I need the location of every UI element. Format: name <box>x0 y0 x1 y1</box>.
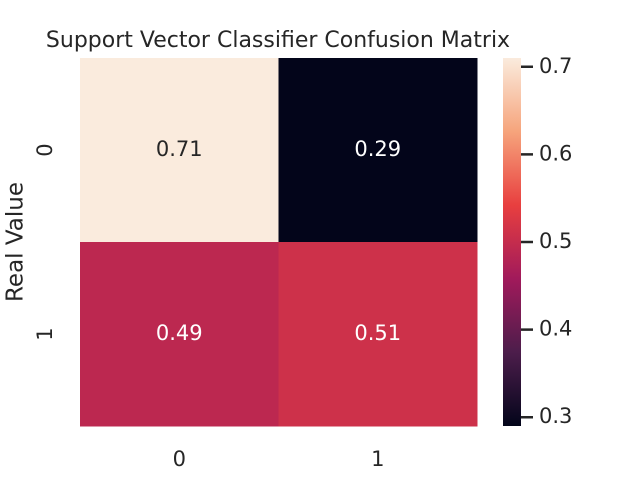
cell-value-label: 0.29 <box>354 137 401 161</box>
heatmap-cell <box>278 58 478 243</box>
x-tick-label: 0 <box>173 447 186 471</box>
colorbar-tick-label: 0.5 <box>539 229 572 253</box>
colorbar-tick-label: 0.6 <box>539 141 572 165</box>
heatmap-cell <box>80 242 279 427</box>
heatmap-cell <box>80 58 279 243</box>
chart-title: Support Vector Classifier Confusion Matr… <box>46 28 510 53</box>
cell-value-label: 0.49 <box>156 321 203 345</box>
colorbar <box>503 58 521 426</box>
colorbar-tick-label: 0.3 <box>539 404 572 428</box>
colorbar-tick-label: 0.4 <box>539 317 572 341</box>
cell-value-label: 0.71 <box>156 137 203 161</box>
y-tick-label: 1 <box>33 327 57 340</box>
x-tick-label: 1 <box>371 447 384 471</box>
x-axis-label: Predicted Value <box>189 479 367 480</box>
cell-value-label: 0.51 <box>354 321 401 345</box>
y-tick-label: 0 <box>33 143 57 156</box>
y-axis-label: Real Value <box>3 182 29 302</box>
colorbar-tick-label: 0.7 <box>539 54 572 78</box>
heatmap-cell <box>278 242 478 427</box>
